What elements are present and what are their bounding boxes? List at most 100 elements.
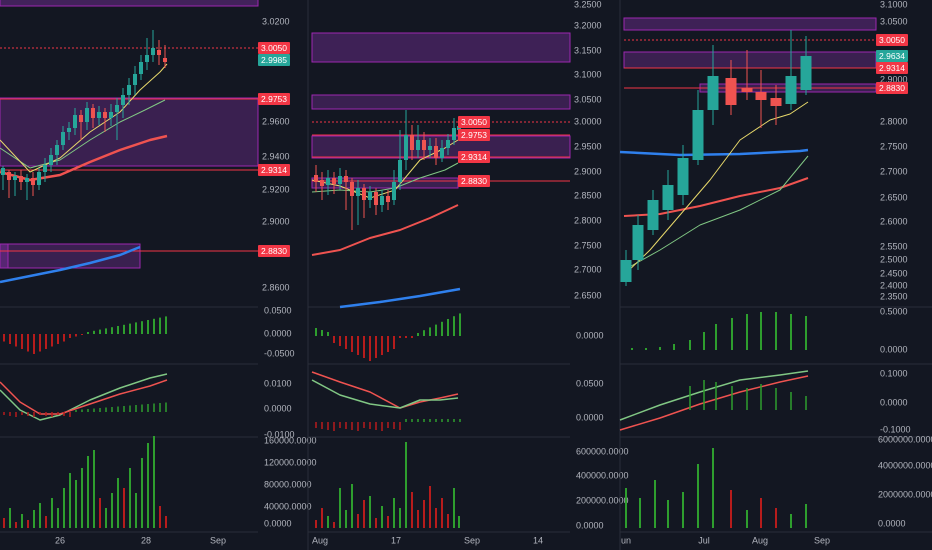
bar: [153, 436, 155, 528]
signal-line: [0, 379, 168, 415]
bar: [351, 336, 353, 352]
macd-axis-label: 0.0100: [264, 378, 292, 388]
bar: [141, 404, 143, 412]
macd-axis-label: 0.0000: [880, 397, 908, 407]
bar: [411, 336, 413, 338]
bar: [105, 407, 107, 412]
bar: [147, 404, 149, 412]
macd-signal-histogram: [3, 402, 167, 417]
price-tag-high-text: 3.0050: [261, 43, 287, 53]
price-tag-level-c[interactable]: 2.8830: [258, 245, 290, 257]
candle: [707, 45, 719, 125]
candle-body: [662, 185, 674, 210]
candle-body: [440, 148, 444, 158]
bar: [45, 412, 47, 416]
date-label: Aug: [312, 535, 328, 545]
bar: [682, 492, 684, 528]
candle: [755, 70, 767, 128]
price-tag-level-b-bg: [258, 164, 290, 176]
bar: [417, 333, 419, 336]
price-tag-high-bg: [458, 116, 490, 128]
bar: [105, 328, 107, 334]
candle: [725, 60, 737, 115]
price-axis-label: 3.0000: [574, 116, 602, 126]
bar: [105, 508, 107, 528]
volume-axis-label: 200000.0000: [576, 495, 629, 505]
bar: [63, 334, 65, 342]
bar: [21, 334, 23, 349]
price-tag-level-c[interactable]: 2.8830: [458, 175, 490, 187]
bar: [731, 318, 733, 350]
candle-body: [362, 188, 366, 200]
candle-body: [410, 135, 414, 150]
candle: [115, 98, 119, 140]
bar: [790, 392, 792, 410]
bar: [135, 405, 137, 412]
bar: [159, 506, 161, 528]
candle: [770, 85, 782, 125]
price-tag-level-b[interactable]: 2.9314: [458, 151, 490, 163]
bar: [411, 419, 413, 422]
candle: [79, 110, 83, 140]
bar: [111, 327, 113, 334]
price-axis-label: 2.9000: [262, 216, 290, 226]
candle: [31, 172, 35, 196]
price-axis-label: 2.8500: [574, 190, 602, 200]
price-tag-level-b[interactable]: 2.9314: [258, 164, 290, 176]
bar: [75, 410, 77, 412]
candle-body: [320, 180, 324, 186]
candle: [163, 45, 167, 68]
price-tag-level-a[interactable]: 2.9753: [258, 93, 290, 105]
bar: [405, 419, 407, 422]
bar: [333, 336, 335, 343]
price-candles: [620, 30, 812, 286]
bar: [417, 419, 419, 422]
price-tag-high[interactable]: 3.0050: [876, 34, 908, 46]
price-tag-level-c-bg: [258, 245, 290, 257]
candle: [37, 168, 41, 190]
candle-body: [422, 140, 426, 150]
price-tag-close[interactable]: 2.9634: [876, 50, 908, 62]
price-tag-close-bg: [876, 50, 908, 62]
price-axis-label: 2.4000: [880, 280, 908, 290]
bar: [715, 324, 717, 350]
price-tag-level-a[interactable]: 2.9753: [458, 129, 490, 141]
bar: [51, 334, 53, 347]
price-tag-high[interactable]: 3.0050: [458, 116, 490, 128]
candle-body: [374, 192, 378, 205]
bar: [697, 464, 699, 528]
candle-body: [452, 128, 456, 140]
bar: [63, 412, 65, 416]
bar: [129, 405, 131, 412]
signal-line: [619, 375, 809, 431]
bar: [411, 492, 413, 528]
price-tag-high-bg: [876, 34, 908, 46]
price-axis-label: 3.1000: [880, 0, 908, 9]
bar: [165, 316, 167, 334]
price-tag-close[interactable]: 2.9985: [258, 54, 290, 66]
bar: [327, 422, 329, 430]
price-tag-close-bg: [258, 54, 290, 66]
candle-body: [380, 196, 384, 205]
bar: [75, 480, 77, 528]
bar: [63, 488, 65, 528]
bar: [135, 322, 137, 334]
price-tag-high[interactable]: 3.0050: [258, 42, 290, 54]
ma-slow-line: [311, 204, 459, 256]
price-axis-label: 2.9000: [574, 166, 602, 176]
bar: [715, 382, 717, 410]
bar: [9, 508, 11, 528]
bar: [129, 468, 131, 528]
bar: [147, 443, 149, 528]
price-tag-level-c[interactable]: 2.8830: [876, 82, 908, 94]
macd-axis-label: 0.0000: [264, 403, 292, 413]
bar: [746, 388, 748, 410]
candle-body: [350, 182, 354, 196]
bar: [39, 334, 41, 352]
bar: [321, 330, 323, 336]
candle: [13, 172, 17, 196]
volume-axis-label: 120000.0000: [264, 457, 317, 467]
bar: [654, 480, 656, 528]
price-tag-level-b[interactable]: 2.9314: [876, 62, 908, 74]
price-axis-label: 2.5000: [880, 254, 908, 264]
